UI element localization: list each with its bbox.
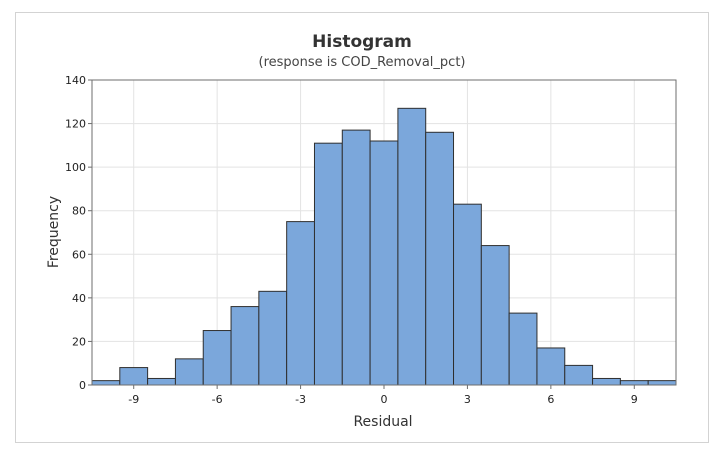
y-tick-label: 0 [79, 379, 86, 392]
y-tick-label: 140 [65, 74, 86, 87]
y-axis-label: Frequency [46, 196, 62, 268]
histogram-bar [619, 380, 649, 386]
histogram-bar [341, 129, 371, 386]
histogram-bar [508, 312, 538, 386]
histogram-bar [592, 377, 621, 386]
y-tick-label: 20 [72, 335, 86, 348]
histogram-bar [119, 367, 149, 386]
histogram-bar [564, 364, 594, 386]
histogram-bar [480, 245, 510, 386]
y-tick-label: 120 [65, 118, 86, 131]
bars-layer [91, 107, 677, 386]
x-tick-label: 9 [631, 393, 638, 406]
y-tick-label: 60 [72, 248, 86, 261]
x-tick-label: -6 [212, 393, 223, 406]
histogram-bar [286, 221, 315, 386]
histogram-bar [536, 347, 566, 386]
histogram-bar [647, 380, 677, 386]
x-tick-label: 0 [381, 393, 388, 406]
x-axis-label: Residual [353, 414, 412, 430]
histogram-bar [258, 290, 288, 386]
histogram-bar [147, 377, 176, 386]
ticks-layer: 0 20 40 60 80 100 120 140 -9 -6 -3 0 3 6 9 [65, 74, 638, 406]
x-tick-label: 6 [547, 393, 554, 406]
y-tick-label: 40 [72, 292, 86, 305]
y-tick-label: 100 [65, 161, 86, 174]
y-tick-label: 80 [72, 205, 86, 218]
histogram-bar [202, 330, 232, 386]
chart-title: Histogram [312, 32, 412, 52]
histogram-bar [369, 140, 399, 386]
histogram-bar [230, 306, 260, 386]
x-tick-label: 3 [464, 393, 471, 406]
histogram-bar [313, 142, 343, 386]
x-tick-label: -3 [295, 393, 306, 406]
histogram-bar [425, 131, 455, 386]
x-tick-label: -9 [128, 393, 139, 406]
histogram-bar [397, 107, 427, 386]
histogram-bar [174, 358, 204, 386]
histogram-bar [453, 203, 482, 386]
histogram-bar [91, 380, 121, 386]
chart-subtitle: (response is COD_Removal_pct) [259, 55, 466, 70]
